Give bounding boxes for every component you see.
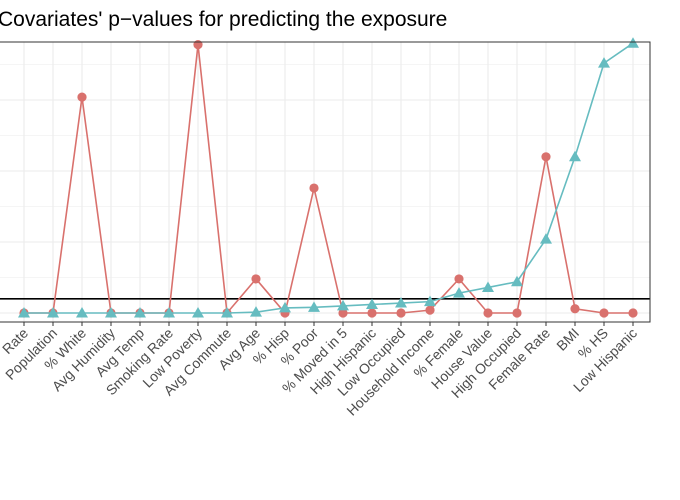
series-2-point (163, 307, 175, 318)
series-2-point (395, 297, 407, 308)
series-1-point (309, 183, 319, 193)
series-2-point (308, 301, 320, 312)
series-1-point (193, 40, 203, 50)
series-1-point (454, 274, 464, 284)
series-2-point (221, 307, 233, 318)
series-2-point (540, 233, 552, 244)
series-1-point (512, 308, 522, 318)
series-2-point (511, 275, 523, 287)
series-2-point (569, 150, 581, 162)
series-1-point (599, 308, 609, 318)
series-2-point (366, 298, 378, 309)
series-2-point (453, 287, 465, 298)
series-1-point (483, 308, 493, 318)
series-2-point (18, 307, 30, 318)
series-2-point (134, 307, 146, 318)
series-1-point (77, 92, 87, 102)
series-2-point (76, 307, 88, 318)
series-2-point (482, 281, 494, 292)
series-2-point (598, 57, 610, 68)
series-2-point (192, 307, 204, 318)
series-1-point (396, 308, 406, 318)
series-2-point (105, 307, 117, 318)
series-1-point (425, 305, 435, 315)
series-1-point (251, 274, 261, 284)
series-1-point (570, 304, 580, 314)
panel-border (0, 41, 651, 323)
chart-title: Covariates' p−values for predicting the … (0, 8, 447, 31)
series-1-point (541, 152, 551, 162)
series-2-line (24, 42, 634, 314)
series-2-point (47, 307, 59, 318)
series-1-point (338, 308, 348, 318)
series-1-line (24, 44, 633, 315)
series-2-point (279, 301, 291, 313)
series-2-point (424, 295, 436, 307)
series-1-point (367, 308, 377, 318)
series-2-point (250, 306, 262, 317)
series-2-point (337, 299, 349, 311)
grid (0, 42, 650, 322)
series-group (18, 37, 639, 318)
series-1-point (628, 308, 638, 318)
